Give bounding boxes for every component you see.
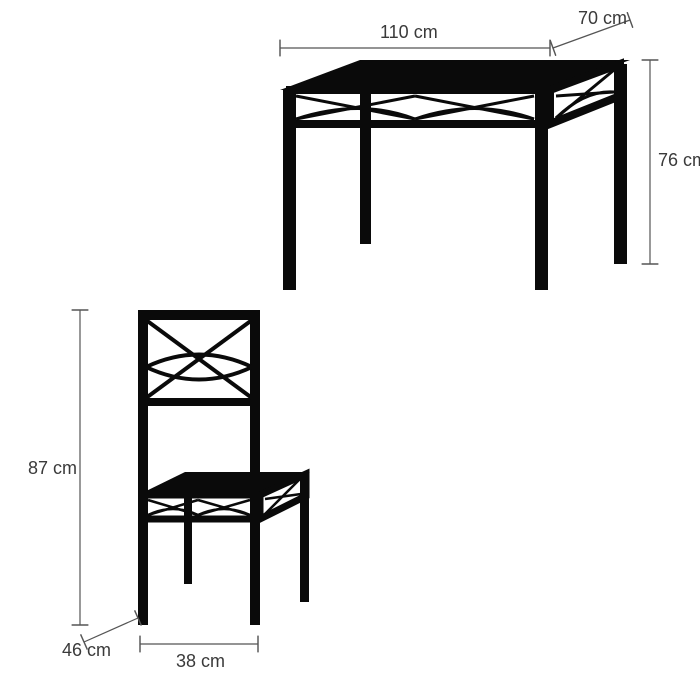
chair-width-label: 38 cm [176, 651, 225, 672]
chair-drawing [0, 0, 700, 700]
chair-depth-label: 46 cm [62, 640, 111, 661]
dimension-diagram: 110 cm 70 cm 76 cm [0, 0, 700, 700]
chair-height-label: 87 cm [28, 458, 77, 479]
